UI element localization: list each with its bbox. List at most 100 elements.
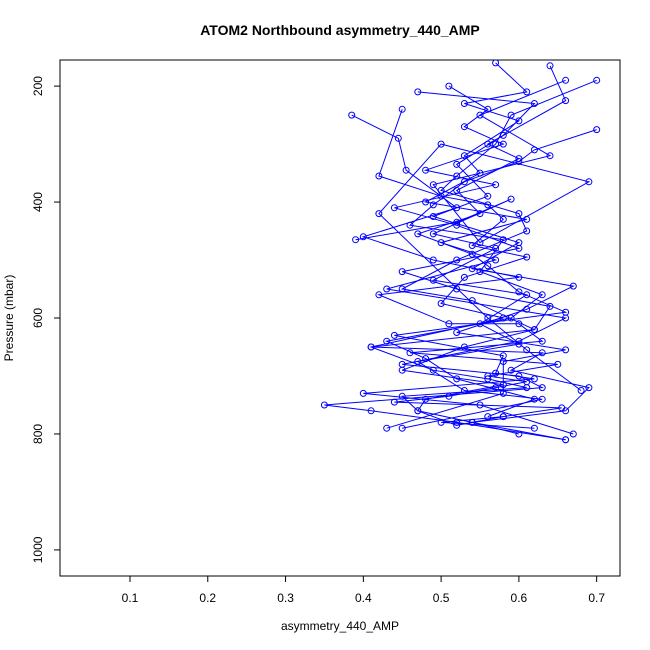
data-point (422, 198, 430, 206)
data-point (492, 256, 500, 264)
data-point (507, 111, 515, 119)
data-point (499, 131, 507, 139)
data-point (320, 401, 328, 409)
data-point (585, 178, 593, 186)
data-point (453, 375, 461, 383)
data-point (429, 213, 437, 220)
x-tick-label: 0.6 (511, 591, 528, 605)
data-point (507, 314, 515, 322)
data-point (484, 375, 492, 383)
data-point (367, 343, 375, 351)
data-point (429, 201, 437, 209)
data-point (507, 195, 515, 203)
data-point (398, 424, 406, 432)
data-point (414, 88, 422, 96)
data-point (394, 134, 402, 142)
data-point (359, 389, 367, 397)
data-point (492, 369, 500, 377)
x-tick-label: 0.3 (277, 591, 294, 605)
data-point (460, 273, 468, 281)
x-tick-label: 0.5 (433, 591, 450, 605)
data-point (453, 421, 461, 429)
data-point (352, 236, 360, 244)
data-point (492, 384, 500, 392)
data-point (445, 82, 453, 90)
y-tick-label: 200 (31, 76, 45, 96)
data-point (492, 60, 500, 67)
series-line (363, 65, 574, 435)
data-point (476, 320, 484, 328)
data-point (562, 308, 570, 316)
data-point (484, 140, 492, 148)
data-point (515, 158, 523, 165)
data-point (515, 288, 523, 296)
data-point (476, 401, 484, 409)
data-point (437, 140, 445, 148)
chart-title: ATOM2 Northbound asymmetry_440_AMP (200, 22, 480, 38)
series-10 (375, 76, 593, 394)
x-tick-label: 0.7 (588, 591, 605, 605)
data-point (523, 253, 531, 261)
data-point (523, 291, 531, 299)
data-point (562, 407, 570, 415)
data-point (402, 166, 410, 174)
data-point (562, 346, 570, 354)
data-point (492, 244, 500, 252)
data-point (367, 407, 375, 415)
y-tick-label: 1000 (31, 536, 45, 563)
data-point (375, 210, 383, 218)
data-point (554, 360, 562, 368)
series-8 (383, 88, 577, 432)
data-point (499, 389, 507, 397)
data-point (530, 375, 538, 383)
data-point (523, 346, 531, 354)
data-point (429, 256, 437, 264)
y-tick-label: 800 (31, 424, 45, 444)
data-point (593, 126, 601, 134)
data-point (530, 395, 538, 403)
data-point (546, 152, 554, 160)
data-point (422, 355, 430, 363)
data-point (569, 430, 577, 438)
data-point (499, 236, 507, 244)
data-point (523, 305, 531, 313)
y-axis: 200 400 600 800 1000 (31, 76, 60, 563)
y-tick-label: 600 (31, 308, 45, 328)
data-point (507, 366, 515, 374)
data-series-layer (320, 60, 601, 444)
data-point (445, 320, 453, 328)
data-point (348, 111, 356, 119)
data-point (499, 358, 507, 365)
data-point (422, 395, 430, 403)
data-point (484, 192, 492, 200)
data-point (546, 62, 554, 70)
data-point (390, 331, 398, 339)
data-point (515, 430, 523, 438)
series-9 (352, 195, 546, 432)
data-point (453, 329, 461, 336)
data-point (460, 387, 468, 394)
data-point (523, 88, 531, 96)
data-point (359, 233, 367, 241)
series-line (371, 85, 590, 441)
x-axis: 0.1 0.2 0.3 0.4 0.5 0.6 0.7 (122, 576, 605, 605)
data-point (422, 166, 430, 174)
data-point (398, 268, 406, 276)
data-point (515, 239, 523, 247)
series-line (386, 91, 575, 429)
data-point (468, 418, 476, 426)
data-point (562, 436, 570, 444)
data-point (523, 227, 531, 235)
data-point (523, 384, 531, 392)
data-point (476, 111, 484, 119)
data-point (437, 300, 445, 307)
data-point (460, 178, 468, 186)
series-7 (367, 105, 531, 429)
series-line (369, 109, 529, 426)
data-point (538, 395, 546, 403)
data-point (538, 384, 546, 392)
data-point (476, 239, 484, 247)
data-point (499, 140, 507, 148)
data-point (484, 314, 492, 322)
data-point (460, 100, 468, 107)
